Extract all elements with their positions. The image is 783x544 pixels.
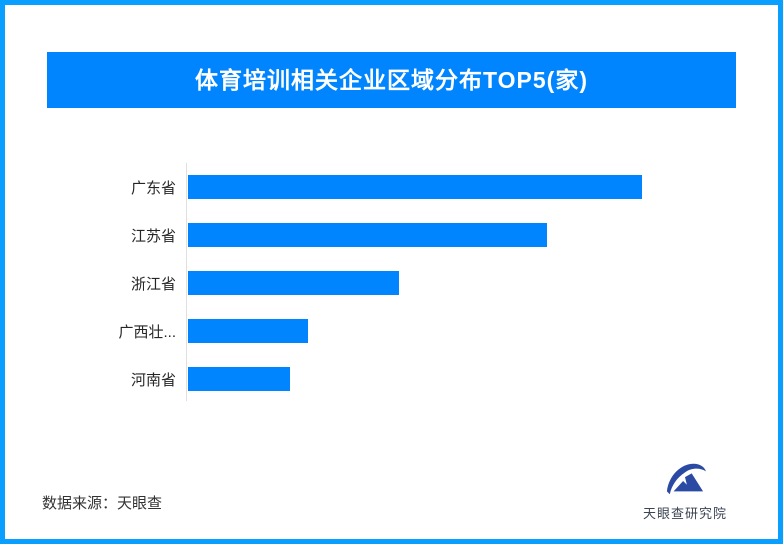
bar bbox=[188, 319, 308, 343]
bar-track bbox=[188, 319, 705, 343]
brand-logo: 天眼查研究院 bbox=[633, 460, 737, 522]
bar-track bbox=[188, 223, 705, 247]
bar-track bbox=[188, 367, 705, 391]
bar-row: 广西壮... bbox=[45, 307, 705, 355]
bar bbox=[188, 175, 642, 199]
bar-category-label: 广西壮... bbox=[118, 323, 176, 341]
bar bbox=[188, 223, 547, 247]
bar-category-label: 浙江省 bbox=[130, 275, 176, 293]
bar-track bbox=[188, 271, 705, 295]
data-source-label: 数据来源：天眼查 bbox=[42, 495, 163, 512]
bar-row: 河南省 bbox=[45, 355, 705, 403]
bar-category-label: 河南省 bbox=[130, 371, 176, 389]
page-title: 体育培训相关企业区域分布TOP5(家) bbox=[195, 66, 588, 93]
brand-logo-text: 天眼查研究院 bbox=[642, 506, 727, 521]
bar-row: 江苏省 bbox=[45, 211, 705, 259]
bar bbox=[188, 367, 290, 391]
bar-track bbox=[188, 175, 705, 199]
bar-rows: 广东省 江苏省 浙江省 广西壮... 河南省 bbox=[45, 163, 705, 403]
tianyancha-eye-logo-icon bbox=[666, 463, 706, 495]
bar-category-label: 广东省 bbox=[130, 179, 176, 197]
title-banner: 体育培训相关企业区域分布TOP5(家) bbox=[47, 52, 736, 108]
bar-row: 浙江省 bbox=[45, 259, 705, 307]
bar-chart: 广东省 江苏省 浙江省 广西壮... 河南省 bbox=[45, 163, 705, 403]
bar-row: 广东省 bbox=[45, 163, 705, 211]
bar bbox=[188, 271, 399, 295]
bar-category-label: 江苏省 bbox=[130, 227, 176, 245]
y-axis-line bbox=[186, 163, 187, 401]
